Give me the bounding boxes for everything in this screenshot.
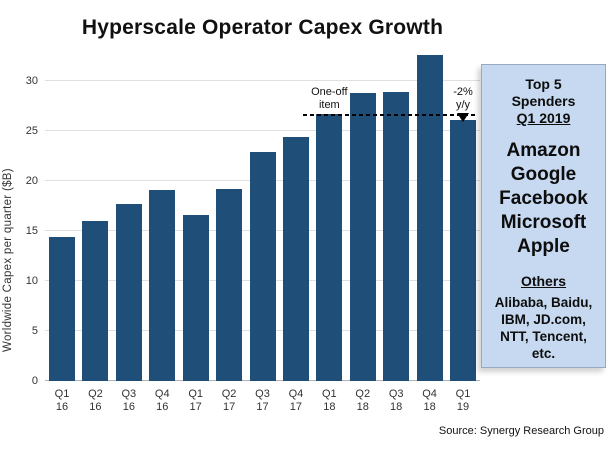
x-tick-label: Q2 17	[221, 388, 237, 413]
bar-q2-17	[216, 189, 243, 381]
top-spenders-panel: Top 5 Spenders Q1 2019 Amazon Google Faceb…	[481, 64, 606, 368]
x-tick-label: Q2 16	[88, 388, 103, 413]
decline-arrow-icon	[457, 113, 469, 122]
y-tick-label: 25	[25, 125, 38, 137]
panel-heading-line2: Spenders	[511, 93, 576, 109]
bar-q2-18	[349, 93, 376, 381]
x-tick-label: Q3 17	[255, 388, 270, 413]
y-tick-label: 5	[31, 325, 38, 337]
y-axis-title: Worldwide Capex per quarter ($B)	[2, 168, 14, 352]
others-heading: Others	[520, 273, 567, 289]
top-spender-item: Amazon	[506, 140, 581, 161]
bar-q1-17	[182, 215, 209, 381]
top-spender-item: Microsoft	[500, 212, 587, 233]
top-spender-item: Facebook	[499, 188, 588, 209]
x-tick-label: Q4 16	[154, 388, 170, 413]
y-tick-label: 10	[25, 275, 38, 287]
bar-q2-16	[82, 221, 109, 381]
x-tick-label: Q1 18	[321, 388, 337, 413]
bar-q3-17	[249, 152, 276, 381]
panel-heading-quarter: Q1 2019	[516, 110, 571, 126]
source-credit: Source: Synergy Research Group	[438, 425, 604, 437]
bar-q4-16	[149, 190, 176, 381]
bar-q4-18	[416, 55, 443, 381]
x-tick-label: Q3 16	[121, 388, 137, 413]
plot-area	[45, 51, 480, 381]
bar-q1-16	[49, 237, 75, 381]
y-tick-label: 20	[25, 175, 38, 187]
bar-q1-19	[450, 120, 476, 381]
others-list: Alibaba, Baidu, IBM, JD.com, NTT, Tencen…	[494, 295, 593, 361]
y-tick-label: 30	[25, 75, 38, 87]
gridline	[45, 80, 480, 81]
top-spender-item: Google	[510, 164, 577, 185]
one-off-dashed-line	[303, 114, 477, 116]
bar-q3-16	[115, 204, 142, 381]
y-tick-label: 15	[25, 225, 38, 237]
y-tick-label: 0	[31, 375, 38, 387]
panel-heading-line1: Top 5	[525, 76, 562, 92]
chart-title: Hyperscale Operator Capex Growth	[81, 16, 444, 39]
yoy-annotation: -2% y/y	[453, 86, 473, 111]
bar-q1-18	[316, 114, 343, 381]
x-tick-label: Q2 18	[355, 388, 371, 413]
x-tick-label: Q3 18	[388, 388, 404, 413]
top-spenders-list: Amazon Google Facebook Microsoft Apple	[499, 139, 588, 259]
bar-q4-17	[282, 137, 309, 381]
panel-heading: Top 5 Spenders Q1 2019	[512, 76, 576, 127]
bar-q3-18	[383, 92, 410, 381]
x-tick-label: Q1 16	[54, 388, 70, 413]
x-tick-label: Q1 19	[455, 388, 471, 413]
x-tick-label: Q4 18	[422, 388, 437, 413]
one-off-annotation: One-off item	[311, 86, 348, 111]
x-tick-label: Q4 17	[288, 388, 304, 413]
top-spender-item: Apple	[517, 236, 570, 257]
x-tick-label: Q1 17	[188, 388, 203, 413]
gridline	[45, 130, 480, 131]
